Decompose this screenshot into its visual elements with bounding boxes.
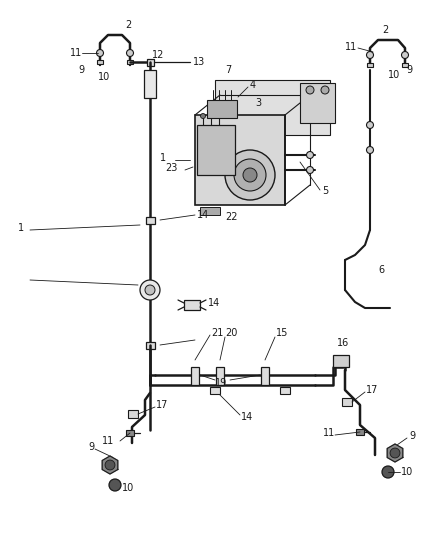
- Circle shape: [390, 448, 400, 458]
- Bar: [356, 429, 364, 435]
- Bar: [126, 430, 134, 436]
- Bar: [145, 216, 155, 223]
- Circle shape: [96, 50, 103, 56]
- Circle shape: [307, 151, 314, 158]
- Text: 10: 10: [98, 72, 110, 82]
- Text: 22: 22: [225, 212, 237, 222]
- Text: 10: 10: [122, 483, 134, 493]
- Circle shape: [243, 168, 257, 182]
- Text: 12: 12: [152, 50, 164, 60]
- Bar: [342, 398, 352, 406]
- Bar: [146, 59, 153, 66]
- Text: 9: 9: [409, 431, 415, 441]
- Text: 9: 9: [406, 65, 412, 75]
- Text: 9: 9: [78, 65, 84, 75]
- Circle shape: [216, 114, 222, 118]
- Circle shape: [306, 86, 314, 94]
- Circle shape: [225, 150, 275, 200]
- Text: 19: 19: [215, 378, 227, 388]
- Circle shape: [208, 114, 213, 118]
- Bar: [200, 207, 220, 215]
- Text: 17: 17: [156, 400, 168, 410]
- Text: 20: 20: [225, 328, 237, 338]
- Text: 23: 23: [165, 163, 177, 173]
- Text: 4: 4: [250, 80, 256, 90]
- Text: 2: 2: [382, 25, 388, 35]
- Text: 15: 15: [276, 328, 288, 338]
- Text: 14: 14: [208, 298, 220, 308]
- Bar: [402, 63, 408, 67]
- Bar: [145, 342, 155, 349]
- Text: 3: 3: [255, 98, 261, 108]
- Circle shape: [367, 147, 374, 154]
- Text: 14: 14: [241, 412, 253, 422]
- Circle shape: [140, 280, 160, 300]
- Text: 10: 10: [401, 467, 413, 477]
- Bar: [184, 300, 200, 310]
- Bar: [128, 410, 138, 418]
- Text: 9: 9: [88, 442, 94, 452]
- Text: 6: 6: [378, 265, 384, 275]
- Circle shape: [367, 122, 374, 128]
- Bar: [144, 70, 156, 98]
- Bar: [261, 367, 269, 385]
- Text: 21: 21: [211, 328, 223, 338]
- Circle shape: [390, 448, 400, 458]
- Circle shape: [105, 460, 115, 470]
- Polygon shape: [102, 456, 118, 474]
- Circle shape: [382, 466, 394, 478]
- Text: 10: 10: [388, 70, 400, 80]
- Text: 2: 2: [125, 20, 131, 30]
- Circle shape: [402, 52, 409, 59]
- Text: 11: 11: [70, 48, 82, 58]
- Bar: [127, 60, 133, 64]
- Circle shape: [321, 86, 329, 94]
- Polygon shape: [387, 444, 403, 462]
- Bar: [97, 60, 103, 64]
- Text: 13: 13: [193, 57, 205, 67]
- Text: 5: 5: [322, 186, 328, 196]
- Circle shape: [109, 479, 121, 491]
- Circle shape: [145, 285, 155, 295]
- Text: 14: 14: [197, 210, 209, 220]
- Bar: [280, 387, 290, 394]
- Bar: [216, 367, 224, 385]
- Bar: [191, 367, 199, 385]
- Text: 1: 1: [18, 223, 24, 233]
- Text: 11: 11: [323, 428, 335, 438]
- Text: 17: 17: [366, 385, 378, 395]
- Text: 7: 7: [225, 65, 231, 75]
- Bar: [195, 115, 285, 205]
- Circle shape: [127, 50, 134, 56]
- Text: 16: 16: [337, 338, 349, 348]
- Circle shape: [307, 166, 314, 174]
- Bar: [210, 387, 220, 394]
- Circle shape: [105, 460, 115, 470]
- Circle shape: [367, 52, 374, 59]
- Bar: [197, 125, 235, 175]
- Text: 1: 1: [160, 153, 166, 163]
- Circle shape: [201, 114, 205, 118]
- Bar: [300, 83, 335, 123]
- Bar: [215, 80, 330, 135]
- Circle shape: [234, 159, 266, 191]
- Bar: [207, 100, 237, 118]
- Bar: [333, 355, 349, 367]
- Text: 11: 11: [345, 42, 357, 52]
- Bar: [367, 63, 373, 67]
- Text: 11: 11: [102, 436, 114, 446]
